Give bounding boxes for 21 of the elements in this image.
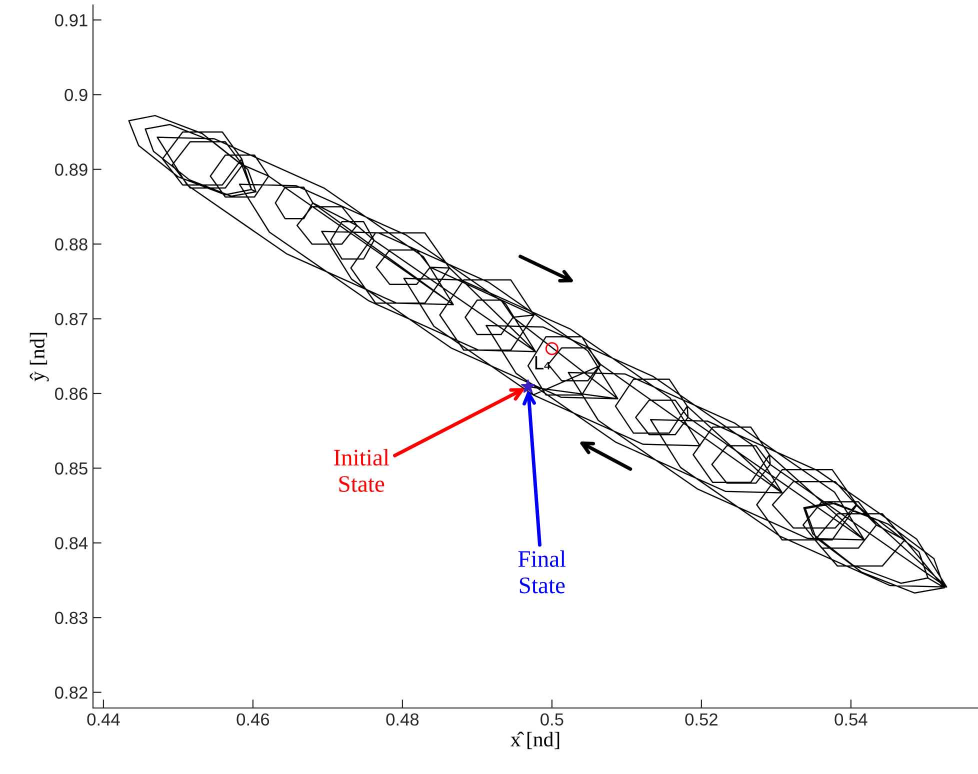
x-tick-label: 0.54 <box>834 713 868 726</box>
y-tick-label: 0.87 <box>55 312 88 326</box>
y-tick-label: 0.85 <box>55 462 88 475</box>
annotation: Initial State <box>334 449 390 492</box>
series-label: L₄ <box>535 356 550 370</box>
x-tick-label: 0.5 <box>540 713 564 726</box>
x-axis-title: x̂ [nd] <box>510 732 560 750</box>
y-tick-label: 0.82 <box>55 686 88 699</box>
y-tick-label: 0.86 <box>55 388 88 400</box>
x-tick-label: 0.52 <box>685 713 718 726</box>
y-tick-label: 0.88 <box>55 238 88 251</box>
x-tick-label: 0.48 <box>386 713 419 726</box>
x-tick-label: 0.44 <box>87 713 120 726</box>
y-tick-label: 0.83 <box>55 612 88 624</box>
y-tick-label: 0.84 <box>55 537 88 550</box>
y-axis-title: ŷ [nd] <box>30 332 49 382</box>
y-tick-label: 0.9 <box>64 88 88 102</box>
y-tick-label: 0.91 <box>55 14 88 26</box>
annotation: Final State <box>518 550 566 594</box>
x-tick-label: 0.46 <box>236 713 270 726</box>
y-tick-label: 0.89 <box>55 164 88 176</box>
